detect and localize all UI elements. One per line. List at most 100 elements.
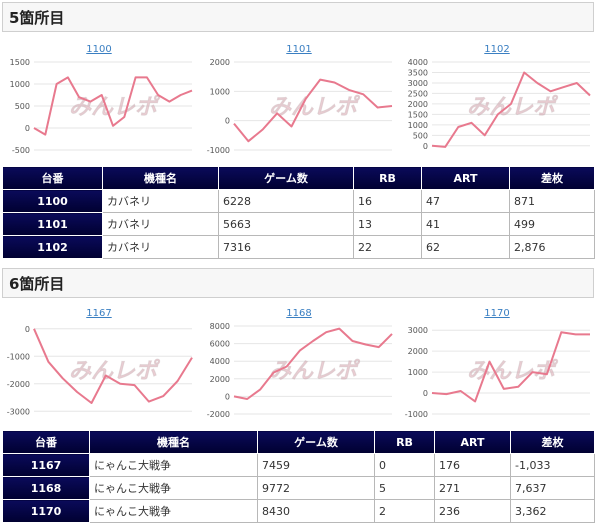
section-5: 5箇所目 1100 -500 0 500 1000 1500 みんレポ 1101 -100… [0,2,596,259]
machine-table: 台番 機種名 ゲーム数 RB ART 差枚 1167 にゃんこ大戦争 7459 … [2,430,595,523]
diff-coins: 499 [509,212,595,236]
chart-title-link[interactable]: 1170 [484,308,510,319]
game-count: 6228 [218,189,354,213]
unit-number: 1168 [2,476,90,500]
section-title: 5箇所目 [9,9,65,27]
model-name: カバネリ [102,189,219,213]
y-tick-label: -1000 [207,146,230,155]
diff-coins: 3,362 [510,499,595,523]
chart-1102: 1102 0 500 1000 1500 2000 2500 3000 3500 4000 みんレ… [398,44,596,162]
chart-title-link[interactable]: 1102 [484,44,510,55]
y-tick-label: 500 [413,131,428,140]
rb-count: 22 [353,235,422,259]
series-line [233,327,393,400]
watermark-logo: みんレポ [467,358,559,384]
game-count: 5663 [218,212,354,236]
y-tick-label: 1000 [10,80,30,89]
rb-count: 13 [353,212,422,236]
rb-count: 5 [374,476,435,500]
chart-title-link[interactable]: 1101 [286,44,312,55]
rb-count: 16 [353,189,422,213]
table-row: 1170 にゃんこ大戦争 8430 2 236 3,362 [2,499,595,523]
header-rb: RB [374,430,435,454]
chart-title-link[interactable]: 1168 [286,308,312,319]
chart-1100: 1100 -500 0 500 1000 1500 みんレポ [0,44,198,162]
header-games: ゲーム数 [257,430,375,454]
y-tick-label: -500 [12,146,30,155]
model-name: にゃんこ大戦争 [89,476,258,500]
table-row: 1100 カバネリ 6228 16 47 871 [2,189,595,213]
art-count: 176 [434,453,511,477]
series-line [33,328,193,404]
y-tick-label: -1000 [405,410,428,419]
art-count: 47 [421,189,510,213]
chart-title-link[interactable]: 1167 [86,308,112,319]
table-row: 1101 カバネリ 5663 13 41 499 [2,212,595,236]
y-tick-label: 3000 [408,79,428,88]
table-row: 1167 にゃんこ大戦争 7459 0 176 -1,033 [2,453,595,477]
model-name: にゃんこ大戦争 [89,453,258,477]
y-tick-label: 1000 [210,87,230,96]
unit-number: 1102 [2,235,103,259]
y-tick-label: 1500 [408,110,428,119]
series-line [431,331,590,403]
header-diff: 差枚 [510,430,595,454]
header-rb: RB [353,166,422,190]
rb-count: 0 [374,453,435,477]
game-count: 9772 [257,476,375,500]
y-tick-label: 1000 [408,368,428,377]
art-count: 236 [434,499,511,523]
y-tick-label: 6000 [210,340,230,349]
section-heading: 6箇所目 [2,268,594,298]
diff-coins: 871 [509,189,595,213]
y-tick-label: 2000 [408,100,428,109]
y-tick-label: 2000 [210,375,230,384]
series-line [233,78,393,143]
header-unit: 台番 [2,430,90,454]
header-games: ゲーム数 [218,166,354,190]
y-tick-label: 3000 [408,326,428,335]
art-count: 62 [421,235,510,259]
unit-number: 1100 [2,189,103,213]
art-count: 41 [421,212,510,236]
chart-1170: 1170 -1000 0 1000 2000 3000 みんレポ [398,308,596,426]
chart-title-link[interactable]: 1100 [86,44,112,55]
y-tick-label: -2000 [7,380,30,389]
table-row: 1168 にゃんこ大戦争 9772 5 271 7,637 [2,476,595,500]
art-count: 271 [434,476,511,500]
series-line [431,71,591,148]
chart-1168: 1168 -2000 0 2000 4000 6000 8000 みんレポ [200,308,398,426]
game-count: 8430 [257,499,375,523]
y-tick-label: 0 [423,142,428,151]
model-name: カバネリ [102,212,219,236]
y-tick-label: 0 [25,325,30,334]
game-count: 7316 [218,235,354,259]
y-tick-label: 4000 [210,357,230,366]
unit-number: 1167 [2,453,90,477]
chart-svg: -2000 0 2000 4000 6000 8000 みんレポ [207,322,393,419]
y-tick-label: 0 [423,389,428,398]
watermark-logo: みんレポ [269,358,361,384]
header-diff: 差枚 [509,166,595,190]
y-tick-label: -1000 [7,352,30,361]
section-heading: 5箇所目 [2,2,594,32]
model-name: カバネリ [102,235,219,259]
y-tick-label: 2000 [408,347,428,356]
unit-number: 1101 [2,212,103,236]
y-tick-label: 0 [225,392,230,401]
rb-count: 2 [374,499,435,523]
chart-1167: 1167 -3000 -2000 -1000 0 みんレポ [0,308,198,426]
y-tick-label: 0 [225,117,230,126]
table-row: 1102 カバネリ 7316 22 62 2,876 [2,235,595,259]
header-model: 機種名 [102,166,219,190]
watermark-logo: みんレポ [269,94,361,120]
machine-table: 台番 機種名 ゲーム数 RB ART 差枚 1100 カバネリ 6228 16 … [2,166,595,259]
y-tick-label: -2000 [207,410,230,419]
table-header-row: 台番 機種名 ゲーム数 RB ART 差枚 [2,430,595,454]
y-tick-label: 0 [25,124,30,133]
diff-coins: -1,033 [510,453,595,477]
series-line [33,76,193,136]
y-tick-label: 1500 [10,58,30,67]
